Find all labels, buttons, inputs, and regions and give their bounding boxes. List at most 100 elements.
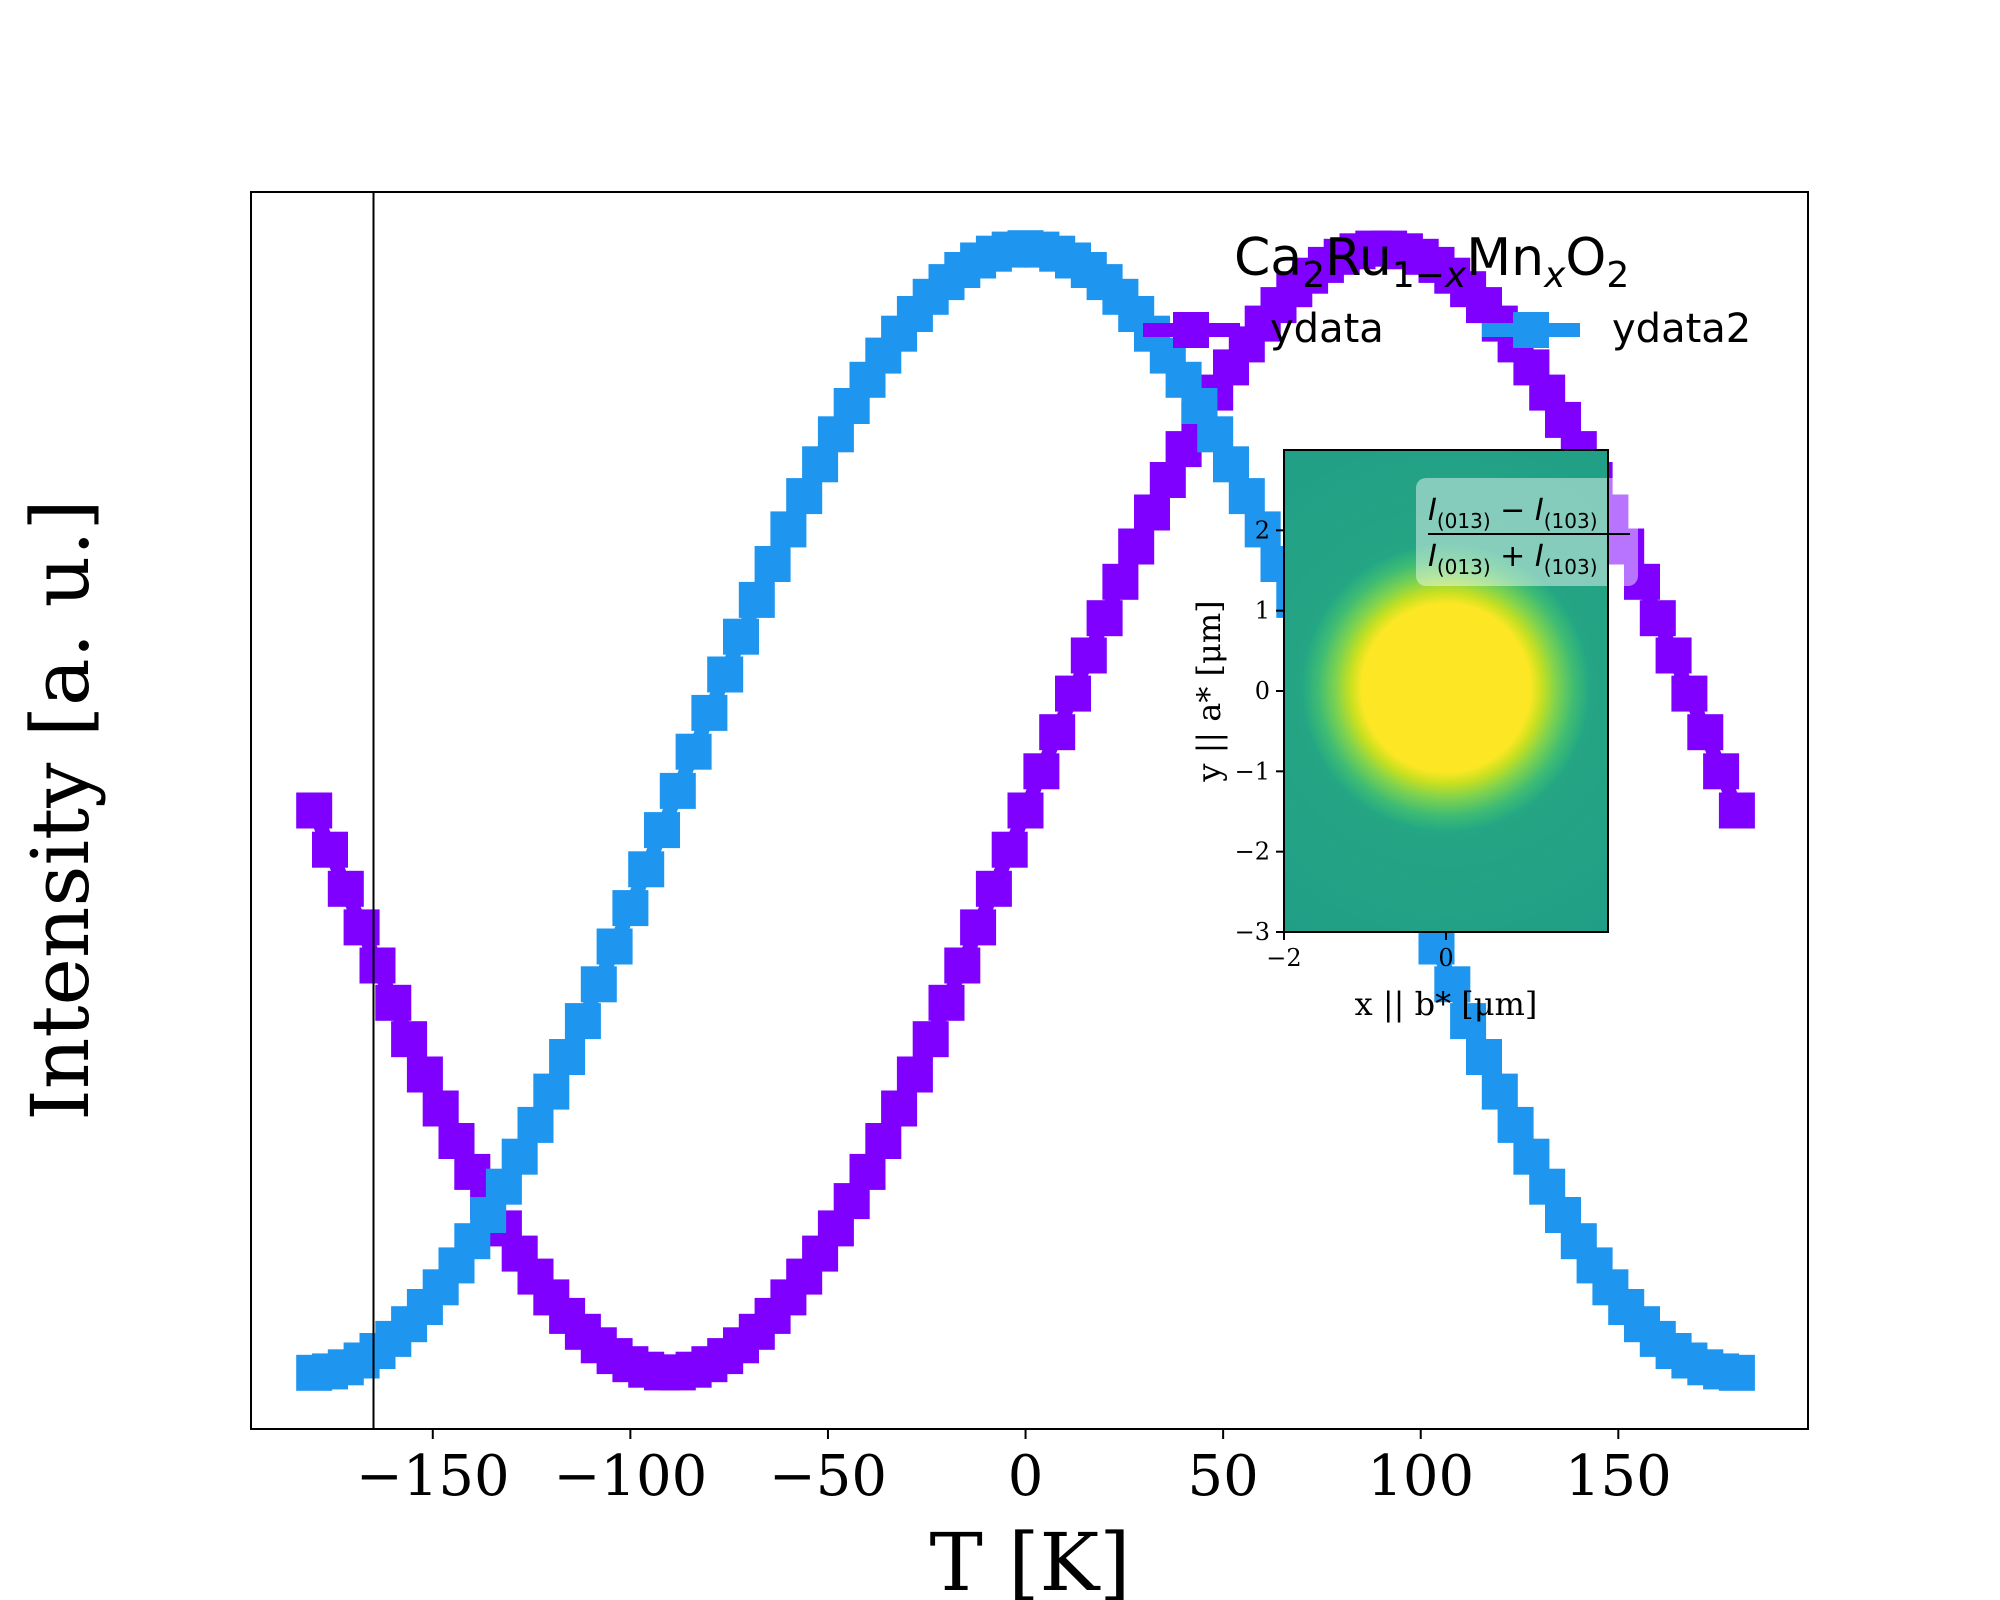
data-point-ydata <box>1118 528 1155 565</box>
data-point-ydata2 <box>675 733 712 770</box>
data-point-ydata <box>881 1090 918 1127</box>
data-point-ydata2 <box>1228 478 1265 515</box>
data-point-ydata2 <box>723 618 759 655</box>
x-tick-label: 0 <box>1008 1444 1044 1509</box>
data-point-ydata <box>1007 792 1044 829</box>
legend-entry-ydata: ydata <box>1143 306 1384 352</box>
data-point-ydata2 <box>1497 1106 1534 1143</box>
data-point-ydata2 <box>1244 511 1281 548</box>
inset-y-tick-label: −1 <box>1235 757 1270 785</box>
inset-y-axis-label: y || a* [μm] <box>1190 600 1228 782</box>
data-point-ydata <box>960 909 997 946</box>
data-point-ydata2 <box>596 928 633 965</box>
data-point-ydata2 <box>580 966 617 1003</box>
data-point-ydata <box>1055 675 1091 712</box>
legend-title: Ca2Ru1−xMnxO2 <box>1234 228 1629 296</box>
data-point-ydata2 <box>1418 928 1455 965</box>
data-point-ydata <box>1102 563 1139 600</box>
inset-x-axis-label: x || b* [μm] <box>1355 985 1538 1023</box>
inset-y-axis-ticks: −3 −2 −1 0 1 2 <box>1235 516 1284 946</box>
data-point-ydata2 <box>549 1039 586 1075</box>
inset-heatmap: I(013) − I(103) I(013) + I(103) −2 0 −3−2… <box>1190 449 1638 1023</box>
inset-x-tick-label: −2 <box>1266 944 1301 972</box>
inset-y-tick-label: −2 <box>1235 838 1270 866</box>
data-point-ydata2 <box>1213 446 1249 483</box>
inset-y-tick-label: −3 <box>1235 918 1270 946</box>
data-point-ydata2 <box>1481 1073 1518 1110</box>
legend-entry-ydata2: ydata2 <box>1482 306 1751 352</box>
inset-y-tick-label: 0 <box>1255 677 1270 705</box>
data-point-ydata <box>991 831 1028 868</box>
data-point-ydata <box>1671 675 1708 712</box>
data-point-ydata <box>1070 637 1107 674</box>
data-point-ydata2 <box>738 581 775 618</box>
data-point-ydata <box>975 870 1012 907</box>
data-point-ydata <box>865 1123 902 1159</box>
data-point-ydata <box>1134 494 1170 531</box>
data-point-ydata <box>312 831 348 868</box>
svg-text:I(013) − I(103): I(013) − I(103) <box>1428 493 1598 533</box>
data-point-ydata <box>944 947 981 984</box>
svg-text:I(013) + I(103): I(013) + I(103) <box>1428 539 1598 579</box>
data-point-ydata <box>1023 753 1060 790</box>
data-point-ydata <box>1639 600 1676 637</box>
data-point-ydata <box>422 1090 459 1127</box>
legend: Ca2Ru1−xMnxO2 ydata ydata2 <box>1143 228 1751 352</box>
inset-annotation: I(013) − I(103) I(013) + I(103) <box>1428 493 1630 579</box>
x-tick-label: 50 <box>1188 1444 1259 1509</box>
x-tick-label: −50 <box>769 1444 887 1509</box>
data-point-ydata <box>849 1153 886 1190</box>
data-point-ydata2 <box>533 1073 570 1110</box>
x-tick-label: −150 <box>356 1444 510 1509</box>
data-point-ydata <box>1086 600 1123 637</box>
data-point-ydata2 <box>1466 1039 1502 1075</box>
data-point-ydata2 <box>659 772 696 809</box>
data-point-ydata <box>406 1056 443 1093</box>
data-point-ydata2 <box>564 1003 601 1040</box>
data-point-ydata2 <box>612 890 649 927</box>
data-point-ydata <box>359 947 396 984</box>
data-point-ydata2 <box>644 812 680 849</box>
inset-feature-disk <box>1301 543 1591 833</box>
x-tick-label: 150 <box>1565 1444 1672 1509</box>
data-point-ydata <box>327 870 364 907</box>
data-point-ydata <box>1149 462 1186 498</box>
inset-x-tick-label: 0 <box>1438 944 1453 972</box>
data-point-ydata2 <box>691 694 728 731</box>
data-point-ydata2 <box>628 851 665 888</box>
data-point-ydata <box>1039 714 1076 751</box>
data-point-ydata <box>928 984 965 1021</box>
inset-annotation-box <box>1416 478 1638 586</box>
data-point-ydata2 <box>770 511 807 548</box>
x-axis-label: T [K] <box>930 1516 1131 1600</box>
data-point-ydata2 <box>501 1138 538 1175</box>
x-tick-label: 100 <box>1367 1444 1474 1509</box>
data-point-ydata2 <box>1450 1003 1487 1040</box>
data-point-ydata2 <box>1434 966 1471 1003</box>
inset-x-axis-ticks: −2 0 <box>1266 932 1454 972</box>
legend-label-ydata2: ydata2 <box>1612 306 1751 352</box>
data-point-ydata <box>1624 563 1660 600</box>
data-point-ydata <box>1655 637 1692 674</box>
data-point-ydata2 <box>1718 1354 1755 1391</box>
inset-y-tick-label: 1 <box>1255 597 1270 625</box>
data-point-ydata2 <box>786 478 823 515</box>
data-point-ydata <box>1687 714 1724 751</box>
inset-y-tick-label: 2 <box>1255 516 1270 544</box>
data-point-ydata2 <box>754 546 791 582</box>
data-point-ydata2 <box>517 1106 554 1143</box>
data-point-ydata <box>391 1021 428 1058</box>
data-point-ydata <box>1703 753 1740 790</box>
legend-label-ydata: ydata <box>1270 306 1384 352</box>
data-point-ydata <box>912 1021 949 1058</box>
data-point-ydata <box>1718 792 1755 829</box>
y-axis-label: Intensity [a. u.] <box>14 499 107 1120</box>
data-point-ydata <box>375 984 412 1021</box>
x-tick-label: −100 <box>553 1444 707 1509</box>
data-point-ydata <box>296 792 333 829</box>
x-axis-ticks: −150 −100 −50 0 50 100 150 <box>356 1429 1672 1509</box>
data-point-ydata2 <box>707 656 744 693</box>
data-point-ydata <box>896 1056 933 1093</box>
data-point-ydata <box>438 1123 475 1159</box>
